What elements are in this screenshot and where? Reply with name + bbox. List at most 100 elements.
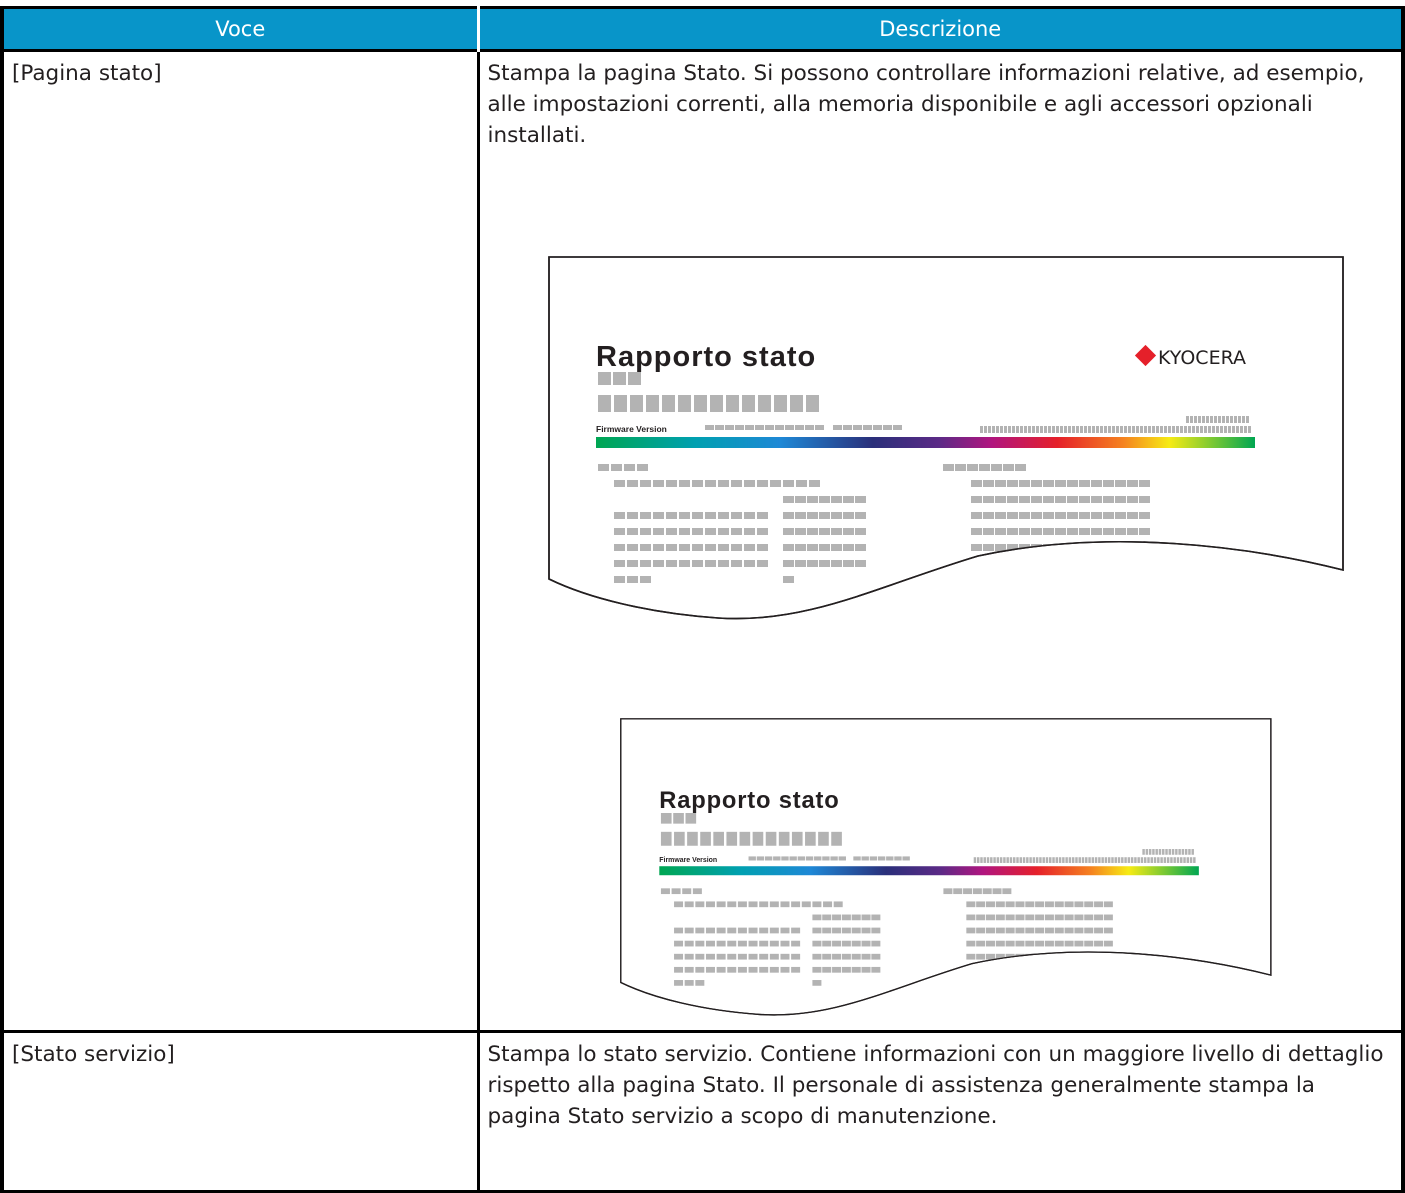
placeholder-block <box>1044 927 1054 934</box>
placeholder-block <box>660 813 672 824</box>
placeholder-block <box>748 953 758 960</box>
placeholder-block <box>705 940 715 947</box>
placeholder-block <box>1035 914 1045 921</box>
placeholder-block <box>1054 901 1064 908</box>
placeholder-block <box>1173 857 1176 863</box>
placeholder-block <box>598 464 609 471</box>
placeholder-block <box>1234 416 1237 423</box>
placeholder-block <box>832 953 842 960</box>
placeholder-block <box>1020 426 1023 433</box>
placeholder-block <box>1019 528 1030 535</box>
placeholder-block <box>985 953 995 960</box>
placeholder-block <box>1139 496 1150 503</box>
placeholder-block <box>832 940 842 947</box>
placeholder-block <box>985 901 995 908</box>
placeholder-block <box>995 927 1005 934</box>
placeholder-block <box>694 395 707 412</box>
placeholder-block <box>995 901 1005 908</box>
placeholder-block <box>1181 849 1185 855</box>
placeholder-block <box>1148 426 1151 433</box>
placeholder-block <box>1002 888 1012 895</box>
placeholder-block <box>831 496 842 503</box>
placeholder-block <box>805 856 814 861</box>
placeholder-block <box>1074 901 1084 908</box>
placeholder-block <box>731 544 742 551</box>
placeholder-block <box>996 857 1000 863</box>
placeholder-block <box>1188 426 1191 433</box>
placeholder-block <box>851 966 861 973</box>
placeholder-block <box>1064 940 1074 947</box>
report-illustration: Rapporto stato KYOCERA Firmware Version <box>548 256 1344 620</box>
placeholder-block <box>783 512 794 519</box>
placeholder-block <box>822 856 830 861</box>
placeholder-block <box>748 966 758 973</box>
placeholder-block <box>791 953 801 960</box>
placeholder-block <box>1064 914 1074 921</box>
firmware-label: Firmware Version <box>596 424 667 434</box>
placeholder-block <box>1084 940 1094 947</box>
placeholder-block <box>742 395 755 412</box>
placeholder-block <box>819 544 830 551</box>
placeholder-block <box>832 927 842 934</box>
placeholder-block <box>1091 512 1102 519</box>
placeholder-block <box>737 953 747 960</box>
placeholder-block <box>1055 480 1066 487</box>
placeholder-block <box>999 857 1003 863</box>
placeholder-block <box>851 914 861 921</box>
placeholder-block <box>795 496 806 503</box>
placeholder-block <box>807 512 818 519</box>
placeholder-block <box>614 544 625 551</box>
placeholder-block <box>819 560 830 567</box>
placeholder-block <box>1026 857 1029 863</box>
placeholder-block <box>611 464 622 471</box>
report-title: Rapporto stato <box>659 788 839 814</box>
placeholder-block <box>955 464 966 471</box>
placeholder-block <box>976 940 986 947</box>
placeholder-block <box>983 857 986 863</box>
placeholder-block <box>1016 857 1019 863</box>
placeholder-block <box>1193 857 1196 863</box>
placeholder-block <box>627 528 638 535</box>
placeholder-block <box>705 528 716 535</box>
placeholder-block <box>731 512 742 519</box>
placeholder-block <box>1054 927 1064 934</box>
placeholder-block <box>695 901 705 908</box>
placeholder-block <box>744 560 755 567</box>
placeholder-block <box>692 528 703 535</box>
placeholder-block <box>1140 857 1144 863</box>
placeholder-block <box>682 888 692 895</box>
placeholder-block <box>982 888 992 895</box>
placeholder-block <box>716 901 726 908</box>
placeholder-block <box>1224 426 1227 433</box>
placeholder-block <box>752 831 764 846</box>
placeholder-block <box>1101 857 1104 863</box>
placeholder-block <box>990 857 993 863</box>
placeholder-block <box>695 940 705 947</box>
placeholder-block <box>871 914 881 921</box>
placeholder-block <box>822 953 832 960</box>
placeholder-block <box>744 512 755 519</box>
placeholder-block <box>613 372 626 385</box>
placeholder-block <box>778 831 790 846</box>
placeholder-block <box>1067 512 1078 519</box>
placeholder-block <box>1074 914 1084 921</box>
placeholder-block <box>893 425 902 430</box>
placeholder-block <box>757 528 768 535</box>
placeholder-block <box>764 856 773 861</box>
placeholder-block <box>851 927 861 934</box>
placeholder-block <box>737 940 747 947</box>
placeholder-block <box>1144 426 1147 433</box>
placeholder-block <box>1108 426 1111 433</box>
placeholder-block <box>805 831 816 846</box>
placeholder-block <box>1035 901 1045 908</box>
placeholder-block <box>769 927 779 934</box>
placeholder-block <box>1103 528 1114 535</box>
placeholder-block <box>1004 426 1007 433</box>
placeholder-block <box>853 856 861 861</box>
placeholder-block <box>684 953 694 960</box>
placeholder-block <box>1081 857 1085 863</box>
placeholder-block <box>640 576 651 583</box>
placeholder-block <box>627 480 638 487</box>
placeholder-block <box>637 464 648 471</box>
placeholder-block <box>1150 857 1154 863</box>
